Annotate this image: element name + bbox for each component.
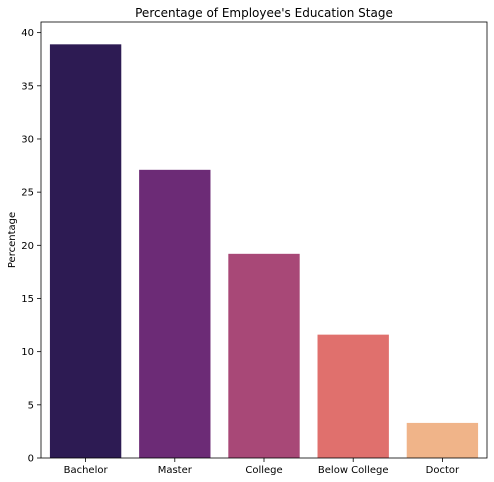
x-axis-ticks: Bachelor Master College Below College Doctor bbox=[64, 458, 460, 476]
y-tick-label: 15 bbox=[21, 294, 34, 305]
bar-college bbox=[228, 253, 300, 458]
y-tick-label: 35 bbox=[21, 81, 34, 92]
bar-doctor bbox=[406, 422, 479, 458]
bar-bachelor bbox=[49, 44, 122, 459]
bars bbox=[49, 44, 479, 459]
plot-frame bbox=[40, 21, 488, 459]
bar-master bbox=[139, 169, 211, 458]
y-tick-label: 0 bbox=[28, 454, 34, 465]
y-tick-label: 30 bbox=[21, 134, 34, 145]
y-axis-label: Percentage bbox=[7, 212, 18, 268]
y-tick-label: 25 bbox=[21, 188, 34, 199]
y-tick-label: 40 bbox=[21, 28, 34, 39]
x-tick-label: Bachelor bbox=[64, 465, 109, 476]
x-tick-label: Doctor bbox=[426, 465, 460, 476]
y-tick-label: 20 bbox=[21, 241, 34, 252]
x-tick-label: Master bbox=[158, 465, 193, 476]
x-tick-label: Below College bbox=[318, 465, 389, 476]
y-tick-label: 10 bbox=[21, 347, 34, 358]
bar-below-college bbox=[317, 334, 389, 458]
chart-title: Percentage of Employee's Education Stage bbox=[135, 6, 393, 20]
x-tick-label: College bbox=[245, 465, 282, 476]
y-axis-ticks: 0 5 10 15 20 25 30 35 40 bbox=[21, 28, 41, 465]
y-tick-label: 5 bbox=[28, 400, 34, 411]
